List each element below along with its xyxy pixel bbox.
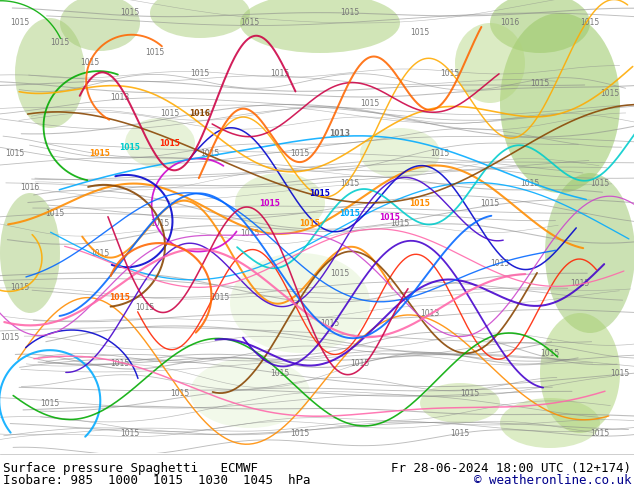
Text: 1015: 1015 (490, 259, 510, 268)
Text: Surface pressure Spaghetti   ECMWF: Surface pressure Spaghetti ECMWF (3, 462, 257, 475)
Ellipse shape (60, 0, 140, 51)
Text: 1015: 1015 (270, 69, 290, 77)
Ellipse shape (500, 398, 600, 448)
Text: 1015: 1015 (410, 198, 430, 207)
Text: 1015: 1015 (41, 398, 60, 408)
Text: 1015: 1015 (360, 98, 380, 107)
Text: 1015: 1015 (120, 8, 139, 18)
Ellipse shape (235, 173, 325, 233)
Text: 1015: 1015 (200, 148, 219, 157)
Text: 1015: 1015 (320, 318, 340, 327)
Ellipse shape (0, 193, 60, 313)
Text: 1015: 1015 (340, 8, 359, 18)
Ellipse shape (500, 13, 620, 193)
Text: 1015: 1015 (460, 389, 480, 397)
Text: 1015: 1015 (481, 198, 500, 207)
Text: 1015: 1015 (136, 303, 155, 313)
Ellipse shape (230, 253, 370, 353)
Text: 1015: 1015 (190, 69, 210, 77)
Text: 1015: 1015 (120, 428, 139, 438)
Text: 1015: 1015 (410, 28, 430, 38)
Ellipse shape (240, 0, 400, 53)
Text: 1015: 1015 (81, 58, 100, 68)
Text: 1015: 1015 (290, 148, 309, 157)
Ellipse shape (540, 313, 620, 433)
Text: 1015: 1015 (210, 294, 230, 302)
Text: 1015: 1015 (540, 348, 560, 358)
Ellipse shape (490, 0, 590, 53)
Text: 1015: 1015 (309, 189, 330, 197)
Ellipse shape (360, 128, 440, 178)
Text: 1015: 1015 (150, 219, 170, 227)
Text: 1015: 1015 (521, 178, 540, 188)
Text: 1015: 1015 (441, 69, 460, 77)
Text: 1016: 1016 (20, 183, 39, 193)
Text: 1015: 1015 (531, 78, 550, 88)
Text: © weatheronline.co.uk: © weatheronline.co.uk (474, 474, 631, 487)
Text: 1015: 1015 (611, 368, 630, 377)
Ellipse shape (15, 18, 85, 128)
Text: 1015: 1015 (391, 219, 410, 227)
Text: 1015: 1015 (91, 248, 110, 258)
Text: 1015: 1015 (270, 368, 290, 377)
Ellipse shape (455, 23, 525, 103)
Text: 1015: 1015 (240, 228, 260, 238)
Ellipse shape (125, 118, 195, 168)
Text: 1015: 1015 (580, 19, 600, 27)
Text: 1015: 1015 (240, 19, 260, 27)
Text: 1015: 1015 (430, 148, 450, 157)
Text: 1015: 1015 (600, 89, 619, 98)
Text: 1015: 1015 (50, 39, 70, 48)
Text: 1015: 1015 (340, 209, 361, 218)
Text: 1015: 1015 (10, 19, 30, 27)
Text: 1015: 1015 (89, 148, 110, 157)
Text: 1015: 1015 (259, 198, 280, 207)
Text: 1013: 1013 (420, 309, 439, 318)
Text: 1016: 1016 (190, 108, 210, 118)
Text: 1013: 1013 (330, 128, 351, 138)
Text: 1015: 1015 (46, 209, 65, 218)
Text: 1015: 1015 (290, 428, 309, 438)
Text: 1015: 1015 (160, 139, 181, 147)
Ellipse shape (545, 173, 634, 333)
Text: 1015: 1015 (351, 359, 370, 368)
Text: 1015: 1015 (590, 178, 610, 188)
Text: 1015: 1015 (171, 389, 190, 397)
Text: Fr 28-06-2024 18:00 UTC (12+174): Fr 28-06-2024 18:00 UTC (12+174) (391, 462, 631, 475)
Ellipse shape (190, 358, 310, 428)
Text: 1015: 1015 (145, 49, 165, 57)
Ellipse shape (420, 383, 500, 423)
Text: 1015: 1015 (590, 428, 610, 438)
Text: 1015: 1015 (10, 284, 30, 293)
Text: 1016: 1016 (500, 19, 520, 27)
Text: 1015: 1015 (1, 334, 20, 343)
Text: 1015: 1015 (110, 359, 129, 368)
Text: 1015: 1015 (160, 108, 179, 118)
Text: 1015: 1015 (571, 278, 590, 288)
Text: Isobare: 985  1000  1015  1030  1045  hPa: Isobare: 985 1000 1015 1030 1045 hPa (3, 474, 310, 487)
Text: 1015: 1015 (299, 219, 320, 227)
Text: 1015: 1015 (340, 178, 359, 188)
Text: 1013: 1013 (110, 94, 129, 102)
Ellipse shape (150, 0, 250, 38)
Text: 1015: 1015 (450, 428, 470, 438)
Text: 1015: 1015 (5, 148, 25, 157)
Text: 1015: 1015 (110, 294, 131, 302)
Text: 1015: 1015 (120, 144, 141, 152)
Text: 1015: 1015 (330, 269, 349, 277)
Text: 1015: 1015 (380, 214, 401, 222)
